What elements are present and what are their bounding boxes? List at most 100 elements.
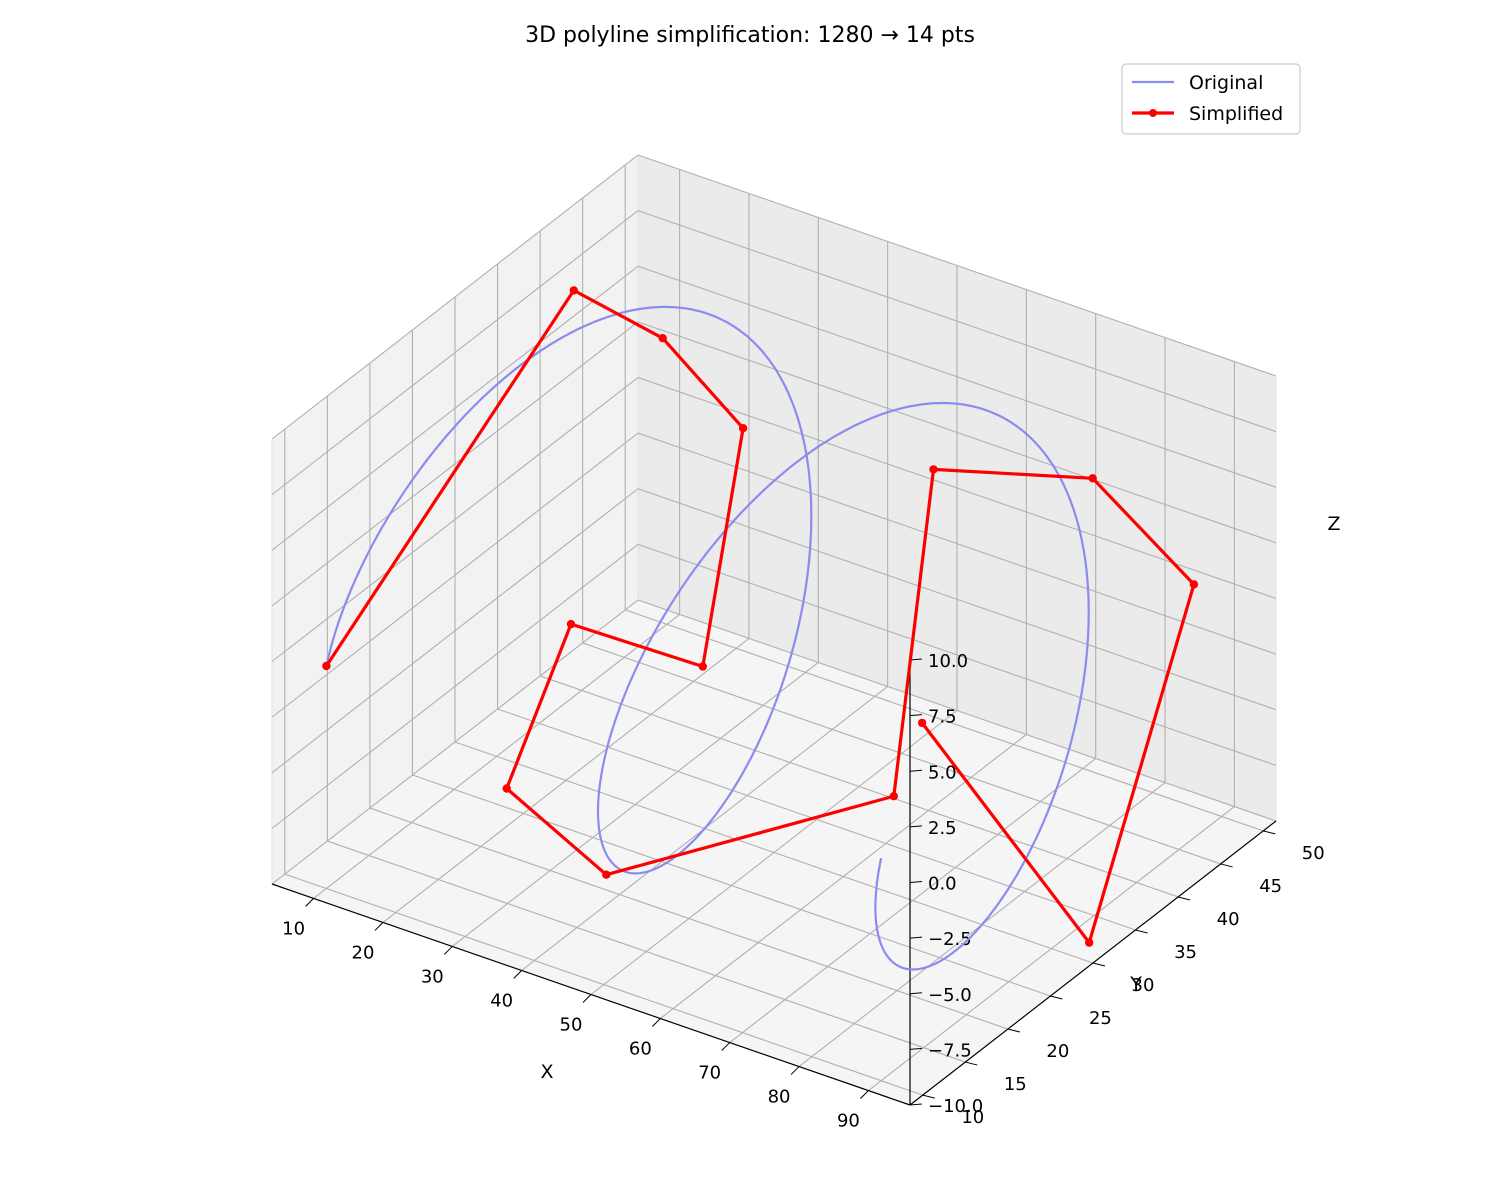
x-tick	[582, 994, 592, 1003]
z-grid-left	[271, 543, 639, 829]
x-tick-label: 80	[768, 1087, 791, 1108]
y-tick	[965, 1061, 978, 1066]
legend: Original Simplified	[1121, 63, 1301, 135]
x-tick-label: 30	[421, 966, 444, 987]
x-tick-label: 20	[352, 942, 375, 963]
y-tick	[922, 1094, 935, 1099]
simplified-point	[929, 465, 938, 474]
z-tick-label: −2.5	[928, 929, 972, 950]
z-tick-label: 7.5	[928, 707, 957, 728]
z-grid-left	[271, 210, 639, 496]
y-grid-floor	[369, 807, 1009, 1030]
z-grid-back	[637, 210, 1277, 433]
z-grid-back	[637, 265, 1277, 488]
x-tick	[513, 970, 523, 979]
y-grid-floor	[284, 873, 923, 1096]
tick-labels: 10 20 30 40 50 60 70 80 90 10 15 20 25 30 35 40 45 50 −10.…	[282, 651, 1325, 1132]
z-grid-left	[271, 599, 639, 885]
z-tick-label: 0.0	[928, 874, 957, 895]
y-tick-label: 20	[1046, 1041, 1069, 1062]
simplified-point	[889, 792, 898, 801]
y-tick-label: 25	[1089, 1008, 1112, 1029]
tick-marks	[305, 658, 1276, 1106]
z-tick	[909, 936, 923, 939]
z-grid-back	[637, 599, 1277, 822]
legend-original-label: Original	[1189, 72, 1263, 94]
y-axis-label: Y	[1129, 973, 1142, 995]
series-original	[325, 305, 1090, 971]
z-tick	[909, 658, 923, 661]
original-curve	[325, 305, 1090, 971]
simplified-point	[917, 718, 927, 728]
z-grid-back	[637, 376, 1277, 600]
simplified-point	[738, 424, 748, 433]
y-tick	[1220, 863, 1233, 868]
z-tick-label: 10.0	[928, 651, 968, 672]
y-tick	[1177, 896, 1191, 901]
x-tick	[790, 1066, 800, 1075]
y-tick	[1263, 830, 1276, 835]
simplified-point	[502, 784, 511, 793]
x-tick	[374, 922, 384, 931]
y-tick	[1092, 962, 1106, 967]
z-tick	[909, 714, 923, 717]
y-tick	[1050, 995, 1063, 1000]
z-tick-label: −7.5	[928, 1040, 972, 1061]
z-tick	[909, 1103, 923, 1106]
z-tick-label: −5.0	[928, 985, 972, 1006]
y-tick	[1135, 929, 1148, 934]
z-tick	[909, 769, 923, 772]
z-tick	[909, 1047, 923, 1050]
x-tick-label: 60	[629, 1039, 652, 1060]
x-tick	[721, 1042, 731, 1051]
x-tick	[443, 946, 453, 955]
simplified-point	[322, 661, 331, 671]
z-tick	[909, 825, 923, 828]
simplified-point	[698, 662, 707, 671]
y-tick-label: 30	[1132, 975, 1155, 996]
simplified-point	[1088, 474, 1097, 483]
z-tick	[909, 881, 923, 883]
y-grid-floor	[539, 675, 1179, 898]
y-tick-label: 40	[1217, 909, 1240, 930]
x-tick	[651, 1018, 661, 1027]
y-grid-floor	[454, 741, 1094, 964]
z-grid-left	[271, 432, 639, 718]
axis-panes	[271, 154, 1277, 1106]
x-tick	[305, 898, 314, 907]
x-tick-label: 50	[560, 1015, 583, 1036]
y-tick-label: 50	[1302, 843, 1325, 864]
z-grid-left	[271, 265, 639, 551]
simplified-line	[324, 288, 1196, 945]
y-grid-floor	[497, 708, 1136, 931]
series-simplified	[322, 286, 1199, 947]
simplified-point	[1085, 938, 1094, 947]
grid-lines	[271, 154, 1277, 1096]
x-axis-label: X	[540, 1061, 553, 1083]
y-grid-floor	[625, 609, 1264, 832]
z-grid-back	[637, 432, 1277, 655]
z-tick-label: 2.5	[928, 818, 957, 839]
legend-simplified-marker	[1149, 109, 1157, 117]
y-tick-label: 45	[1259, 876, 1282, 897]
simplified-point	[569, 286, 578, 295]
y-grid-floor	[582, 642, 1221, 865]
x-tick	[860, 1090, 869, 1099]
simplified-point	[1189, 580, 1199, 589]
x-tick-label: 10	[282, 918, 305, 939]
z-grid-left	[271, 321, 639, 607]
z-grid-back	[637, 321, 1277, 544]
z-axis-label: Z	[1327, 513, 1340, 535]
z-tick-label: −10.0	[928, 1096, 983, 1117]
z-tick-label: 5.0	[928, 762, 957, 783]
simplified-point	[566, 619, 576, 629]
y-tick-label: 10	[961, 1107, 984, 1128]
z-grid-left	[271, 154, 639, 440]
z-tick	[909, 992, 923, 995]
y-grid-floor	[327, 840, 966, 1063]
y-tick-label: 15	[1004, 1074, 1027, 1095]
z-grid-left	[271, 377, 639, 662]
z-grid-left	[271, 488, 639, 774]
y-tick	[1007, 1028, 1021, 1033]
